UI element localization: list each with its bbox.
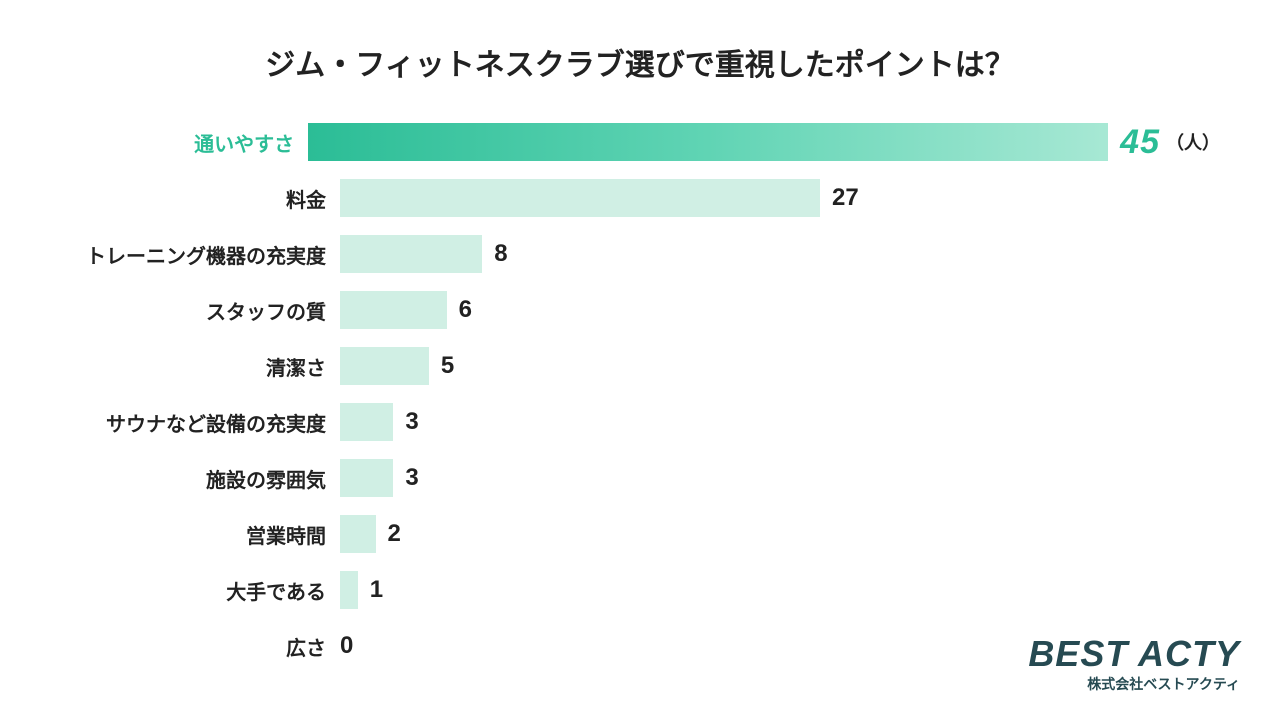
bar-chart: 通いやすさ45（人）料金27トレーニング機器の充実度8スタッフの質6清潔さ5サウ… [40, 114, 1220, 674]
bar-fill [308, 123, 1108, 161]
bar-fill [340, 291, 447, 329]
bar-track: 45（人） [308, 123, 1220, 161]
bar-fill [340, 571, 358, 609]
bar-track: 8 [340, 235, 1220, 273]
bar-track: 3 [340, 403, 1220, 441]
bar-row: 通いやすさ45（人） [40, 114, 1220, 170]
bar-label: 通いやすさ [40, 128, 308, 157]
bar-value: 45 [1120, 123, 1160, 162]
bar-row: 清潔さ 5 [40, 338, 1220, 394]
bar-label: 施設の雰囲気 [40, 464, 340, 493]
bar-row: トレーニング機器の充実度 8 [40, 226, 1220, 282]
bar-row: サウナなど設備の充実度 3 [40, 394, 1220, 450]
chart-title: ジム・フィットネスクラブ選びで重視したポイントは？ [0, 40, 1280, 84]
bar-label: 大手である [40, 576, 340, 605]
bar-row: 営業時間 2 [40, 506, 1220, 562]
bar-track: 5 [340, 347, 1220, 385]
bar-row: 料金 27 [40, 170, 1220, 226]
bar-value: 5 [441, 352, 454, 380]
bar-track: 6 [340, 291, 1220, 329]
bar-label: 営業時間 [40, 520, 340, 549]
company-logo: BEST ACTY 株式会社ベストアクティ [1028, 636, 1240, 694]
chart-page: ジム・フィットネスクラブ選びで重視したポイントは？ 通いやすさ45（人）料金27… [0, 0, 1280, 720]
bar-track: 1 [340, 571, 1220, 609]
bar-label: トレーニング機器の充実度 [40, 240, 340, 269]
bar-track: 3 [340, 459, 1220, 497]
bar-fill [340, 515, 376, 553]
bar-track: 2 [340, 515, 1220, 553]
bar-fill [340, 459, 393, 497]
logo-sub: 株式会社ベストアクティ [1028, 674, 1240, 694]
bar-value: 3 [405, 464, 418, 492]
bar-value: 3 [405, 408, 418, 436]
unit-label: （人） [1166, 129, 1220, 155]
bar-value: 6 [459, 296, 472, 324]
bar-value: 2 [388, 520, 401, 548]
logo-main: BEST ACTY [1028, 636, 1240, 672]
bar-value: 27 [832, 184, 859, 212]
bar-label: スタッフの質 [40, 296, 340, 325]
bar-value: 0 [340, 632, 353, 660]
bar-fill [340, 235, 482, 273]
bar-fill [340, 347, 429, 385]
bar-value: 8 [494, 240, 507, 268]
bar-label: 料金 [40, 184, 340, 213]
bar-row: 大手である 1 [40, 562, 1220, 618]
bar-fill [340, 179, 820, 217]
bar-label: サウナなど設備の充実度 [40, 408, 340, 437]
bar-label: 清潔さ [40, 352, 340, 381]
bar-track: 27 [340, 179, 1220, 217]
bar-row: スタッフの質 6 [40, 282, 1220, 338]
bar-row: 施設の雰囲気 3 [40, 450, 1220, 506]
bar-label: 広さ [40, 632, 340, 661]
bar-fill [340, 403, 393, 441]
bar-value: 1 [370, 576, 383, 604]
